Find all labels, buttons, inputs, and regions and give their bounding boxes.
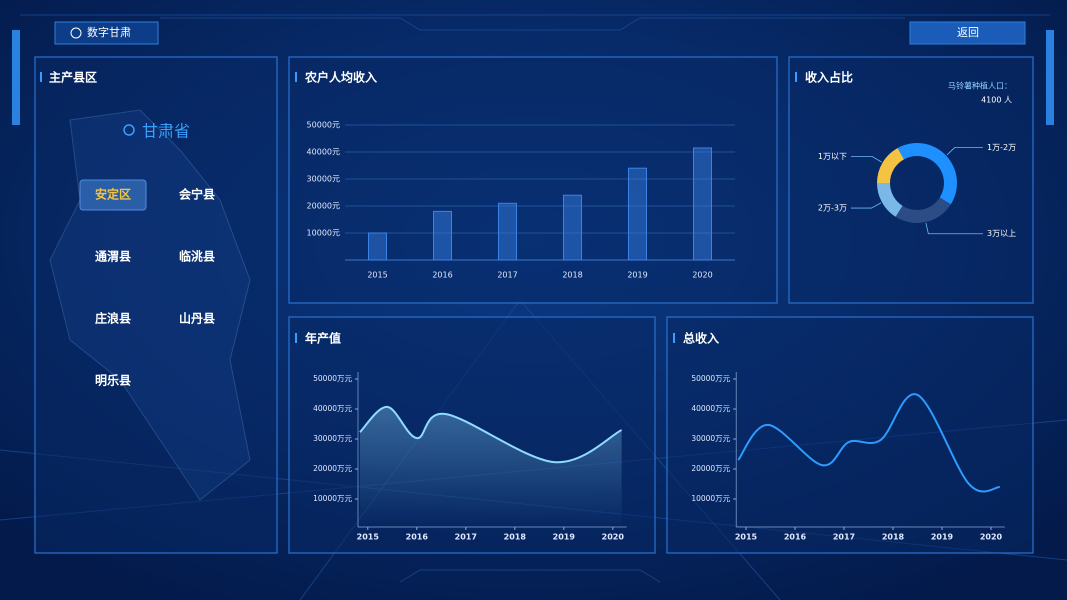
x-tick-label: 2018 — [562, 271, 582, 280]
y-tick-label: 40000元 — [307, 148, 340, 157]
leader-line — [851, 156, 882, 163]
y-tick-label: 20000万元 — [313, 464, 352, 473]
x-tick-label: 2015 — [735, 533, 758, 542]
x-tick-label: 2017 — [833, 533, 855, 542]
pie-slice — [897, 143, 957, 205]
y-tick-label: 10000万元 — [691, 494, 730, 503]
province-name: 甘肃省 — [142, 122, 190, 141]
pie-panel — [788, 56, 1034, 304]
y-tick-label: 40000万元 — [691, 404, 730, 413]
x-tick-label: 2020 — [980, 533, 1003, 542]
y-tick-label: 50000元 — [307, 121, 340, 130]
y-tick-label: 30000万元 — [691, 434, 730, 443]
bar — [368, 232, 387, 261]
bar — [693, 147, 712, 261]
x-tick-label: 2020 — [692, 271, 712, 280]
back-button[interactable] — [909, 21, 1026, 45]
x-tick-label: 2019 — [627, 271, 647, 280]
county-button[interactable]: 通渭县 — [95, 249, 131, 264]
region-panel — [34, 56, 278, 554]
y-tick-label: 20000万元 — [691, 464, 730, 473]
leader-line — [851, 202, 882, 209]
back-label[interactable]: 返回 — [957, 26, 979, 39]
pie-slice — [895, 197, 951, 223]
bar — [563, 194, 582, 261]
county-button[interactable]: 安定区 — [95, 187, 131, 202]
y-tick-label: 30000万元 — [313, 434, 352, 443]
y-tick-label: 20000元 — [307, 202, 340, 211]
bar — [433, 210, 452, 261]
y-tick-label: 40000万元 — [313, 404, 352, 413]
annotation: 4100 人 — [981, 96, 1012, 105]
title-markers — [40, 72, 797, 343]
x-tick-label: 2017 — [497, 271, 517, 280]
x-tick-label: 2019 — [553, 533, 576, 542]
x-tick-label: 2019 — [931, 533, 954, 542]
x-tick-label: 2018 — [882, 533, 905, 542]
bar-panel — [288, 56, 778, 304]
panel-title: 年产值 — [305, 331, 341, 346]
y-tick-label: 30000元 — [307, 175, 340, 184]
globe-icon — [70, 27, 82, 39]
county-button[interactable]: 山丹县 — [179, 311, 215, 326]
header-tab — [54, 21, 159, 45]
panel-title: 主产县区 — [49, 70, 97, 85]
x-tick-label: 2015 — [367, 271, 387, 280]
side-bars — [12, 30, 1054, 125]
bar — [498, 202, 517, 261]
leader-line — [946, 147, 983, 156]
leader-line — [925, 222, 983, 235]
x-tick-label: 2020 — [602, 533, 625, 542]
county-button[interactable]: 临洮县 — [179, 249, 215, 264]
line-panel — [666, 316, 1034, 554]
y-tick-label: 50000万元 — [313, 374, 352, 383]
y-tick-label: 10000万元 — [313, 494, 352, 503]
x-tick-label: 2016 — [406, 533, 429, 542]
charts: 农户人均收入 10000元 20000元 30000元 40000元 50000元 2015… — [304, 70, 1016, 542]
line — [737, 393, 1000, 493]
x-tick-label: 2017 — [455, 533, 477, 542]
area — [359, 406, 622, 527]
line — [359, 405, 623, 464]
x-tick-label: 2016 — [432, 271, 452, 280]
panel-title: 收入占比 — [805, 70, 853, 85]
legend-label: 2万-3万 — [818, 204, 847, 213]
x-tick-label: 2016 — [784, 533, 807, 542]
legend-label: 1万-2万 — [987, 143, 1016, 152]
panel-title: 农户人均收入 — [304, 70, 377, 85]
subtitle: 马铃薯种植人口： — [948, 81, 1012, 91]
pin-icon — [123, 124, 135, 136]
county-button[interactable]: 明乐县 — [95, 373, 131, 388]
x-tick-label: 2018 — [504, 533, 527, 542]
header-title: 数字甘肃 — [87, 25, 131, 39]
legend-label: 1万以下 — [818, 152, 847, 161]
county-button[interactable]: 庄浪县 — [95, 311, 131, 326]
county-button-selected[interactable] — [79, 179, 147, 211]
pie-slice — [877, 183, 903, 217]
x-tick-label: 2015 — [357, 533, 380, 542]
panel-title: 总收入 — [683, 331, 719, 346]
pie-slice — [877, 147, 904, 183]
bar — [628, 167, 647, 261]
y-tick-label: 50000万元 — [691, 374, 730, 383]
y-tick-label: 10000元 — [307, 229, 340, 238]
county-button[interactable]: 会宁县 — [179, 187, 215, 202]
legend-label: 3万以上 — [987, 229, 1016, 238]
